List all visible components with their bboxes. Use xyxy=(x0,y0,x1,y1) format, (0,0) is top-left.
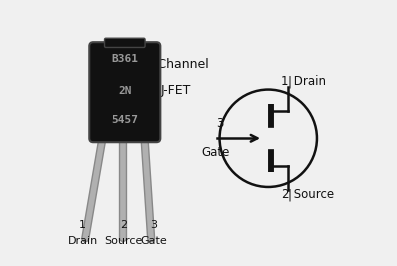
Text: Gate: Gate xyxy=(141,236,167,246)
Text: |: | xyxy=(287,75,291,88)
Text: Drain: Drain xyxy=(67,236,98,246)
Text: 1: 1 xyxy=(79,221,86,230)
Text: B361: B361 xyxy=(111,54,138,64)
FancyArrowPatch shape xyxy=(251,135,257,142)
FancyBboxPatch shape xyxy=(89,42,160,142)
Text: 2: 2 xyxy=(281,188,289,201)
Text: 5457: 5457 xyxy=(111,115,138,125)
Text: 3: 3 xyxy=(150,221,157,230)
Text: |: | xyxy=(287,188,291,201)
Text: Drain: Drain xyxy=(290,75,326,88)
Text: 2: 2 xyxy=(120,221,127,230)
Text: N Channel: N Channel xyxy=(144,58,208,71)
Text: Source: Source xyxy=(104,236,143,246)
Text: 3: 3 xyxy=(216,117,224,130)
Text: 1: 1 xyxy=(281,75,289,88)
Text: J-FET: J-FET xyxy=(161,84,191,97)
Text: Source: Source xyxy=(290,188,334,201)
Text: 2N: 2N xyxy=(118,86,131,96)
Text: Gate: Gate xyxy=(201,146,230,159)
FancyBboxPatch shape xyxy=(104,38,145,47)
